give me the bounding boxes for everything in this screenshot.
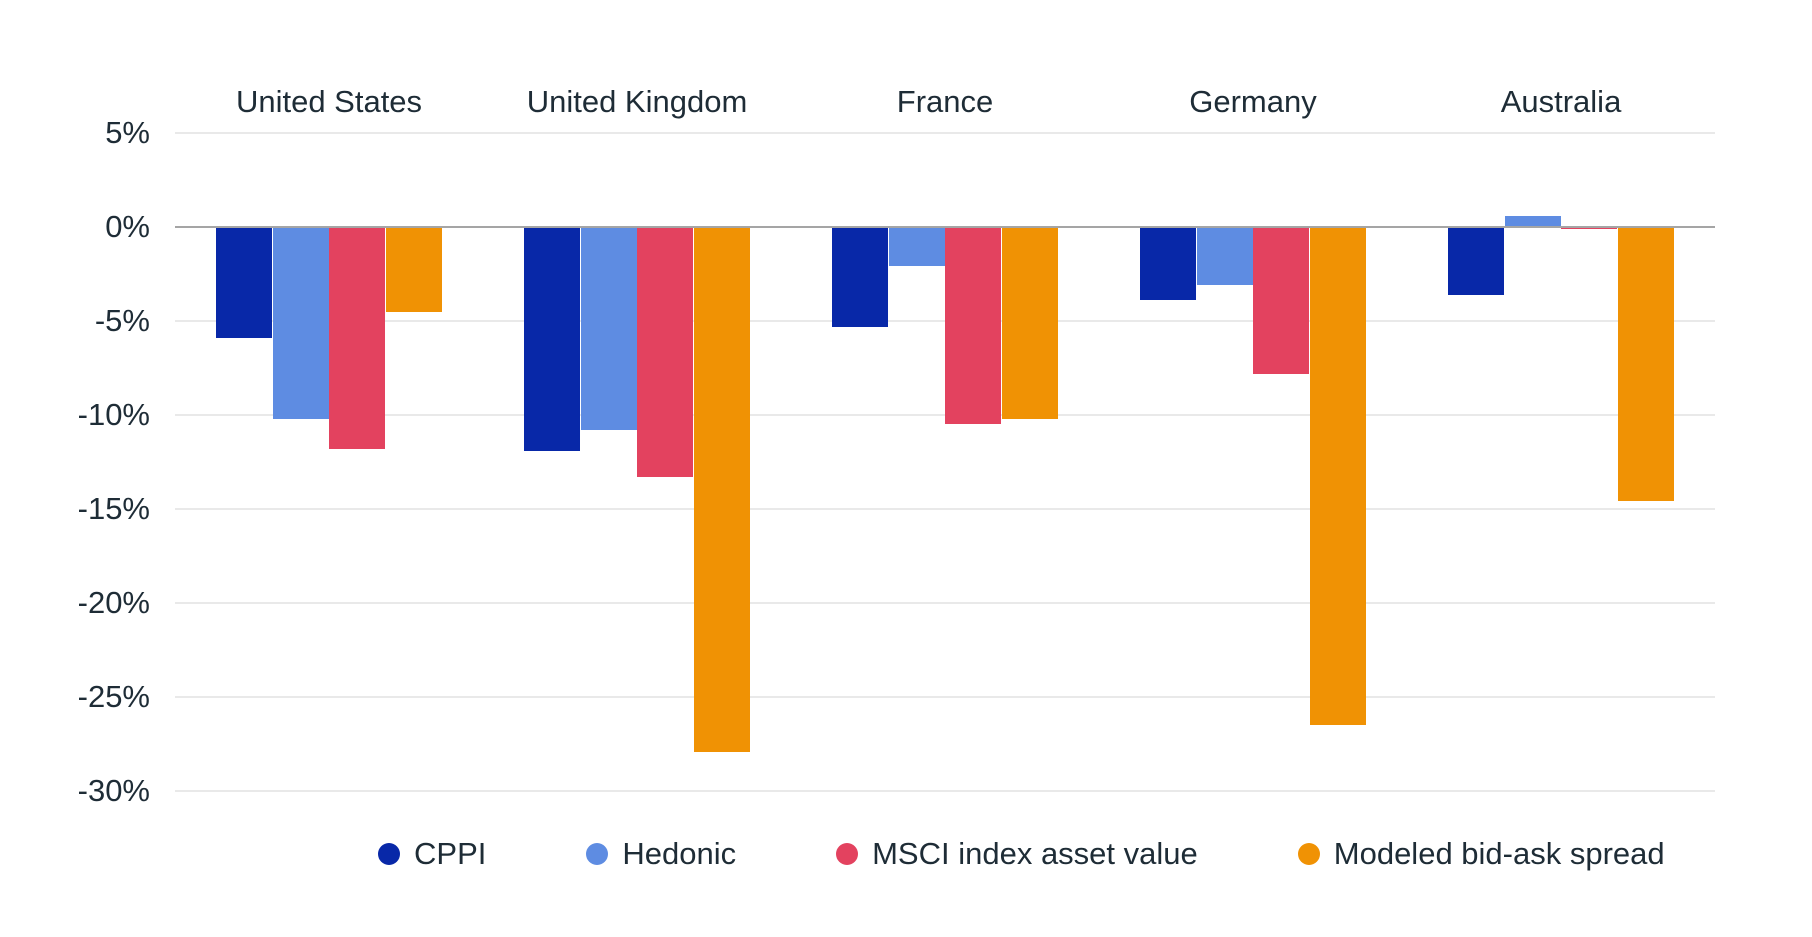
legend-item-msci-index-asset-value: MSCI index asset value	[836, 836, 1198, 872]
bar-msci-index-asset-value-united-kingdom[interactable]	[637, 227, 693, 478]
y-axis-tick-label: -25%	[77, 679, 150, 714]
bar-hedonic-united-states[interactable]	[272, 227, 329, 419]
y-axis-tick-label: 0%	[105, 209, 150, 244]
legend-item-cppi: CPPI	[378, 836, 486, 872]
category-label-united-kingdom: United Kingdom	[526, 84, 748, 119]
category-label-france: France	[896, 84, 994, 119]
category-label-united-states: United States	[235, 84, 423, 119]
legend-bullet-msci-index-asset-value	[836, 843, 859, 865]
y-axis-tick-label: -5%	[94, 303, 150, 338]
gridline	[175, 132, 1715, 134]
bar-modeled-bid-ask-spread-united-states[interactable]	[385, 227, 442, 312]
gridline	[175, 508, 1715, 510]
y-axis-tick-label: -30%	[77, 773, 150, 808]
y-axis-tick-label: 5%	[105, 115, 150, 150]
category-label-australia: Australia	[1500, 84, 1622, 119]
bar-msci-index-asset-value-germany[interactable]	[1253, 227, 1309, 374]
bar-msci-index-asset-value-france[interactable]	[945, 227, 1001, 425]
bar-modeled-bid-ask-spread-australia[interactable]	[1617, 227, 1674, 502]
bar-msci-index-asset-value-australia[interactable]	[1561, 227, 1617, 229]
bar-modeled-bid-ask-spread-germany[interactable]	[1309, 227, 1366, 726]
y-axis-tick-label: -10%	[77, 397, 150, 432]
legend-item-modeled-bid-ask-spread: Modeled bid-ask spread	[1297, 836, 1665, 872]
bar-msci-index-asset-value-united-states[interactable]	[329, 227, 385, 449]
legend: CPPI Hedonic MSCI index asset value Modeled…	[378, 836, 1665, 872]
gridline	[175, 602, 1715, 604]
bar-cppi-france[interactable]	[832, 227, 888, 327]
bar-hedonic-germany[interactable]	[1196, 227, 1253, 286]
legend-label-msci-index-asset-value: MSCI index asset value	[872, 836, 1198, 871]
y-axis-tick-label: -15%	[77, 491, 150, 526]
zero-baseline	[175, 226, 1715, 228]
bar-cppi-australia[interactable]	[1448, 227, 1504, 295]
bar-cppi-united-kingdom[interactable]	[524, 227, 580, 451]
bar-hedonic-united-kingdom[interactable]	[580, 227, 637, 431]
legend-bullet-hedonic	[586, 843, 609, 865]
legend-bullet-modeled-bid-ask-spread	[1297, 843, 1320, 865]
bar-hedonic-france[interactable]	[888, 227, 945, 267]
gridline	[175, 696, 1715, 698]
bar-cppi-united-states[interactable]	[216, 227, 272, 338]
bar-cppi-germany[interactable]	[1140, 227, 1196, 301]
bar-modeled-bid-ask-spread-united-kingdom[interactable]	[693, 227, 750, 752]
legend-item-hedonic: Hedonic	[586, 836, 736, 872]
legend-label-cppi: CPPI	[414, 836, 487, 871]
legend-label-hedonic: Hedonic	[622, 836, 737, 871]
bar-modeled-bid-ask-spread-france[interactable]	[1001, 227, 1058, 419]
legend-bullet-cppi	[378, 843, 400, 865]
gridline	[175, 790, 1715, 792]
category-label-germany: Germany	[1189, 84, 1317, 119]
bar-hedonic-australia[interactable]	[1504, 215, 1561, 227]
legend-label-modeled-bid-ask-spread: Modeled bid-ask spread	[1333, 836, 1665, 871]
y-axis-tick-label: -20%	[77, 585, 150, 620]
